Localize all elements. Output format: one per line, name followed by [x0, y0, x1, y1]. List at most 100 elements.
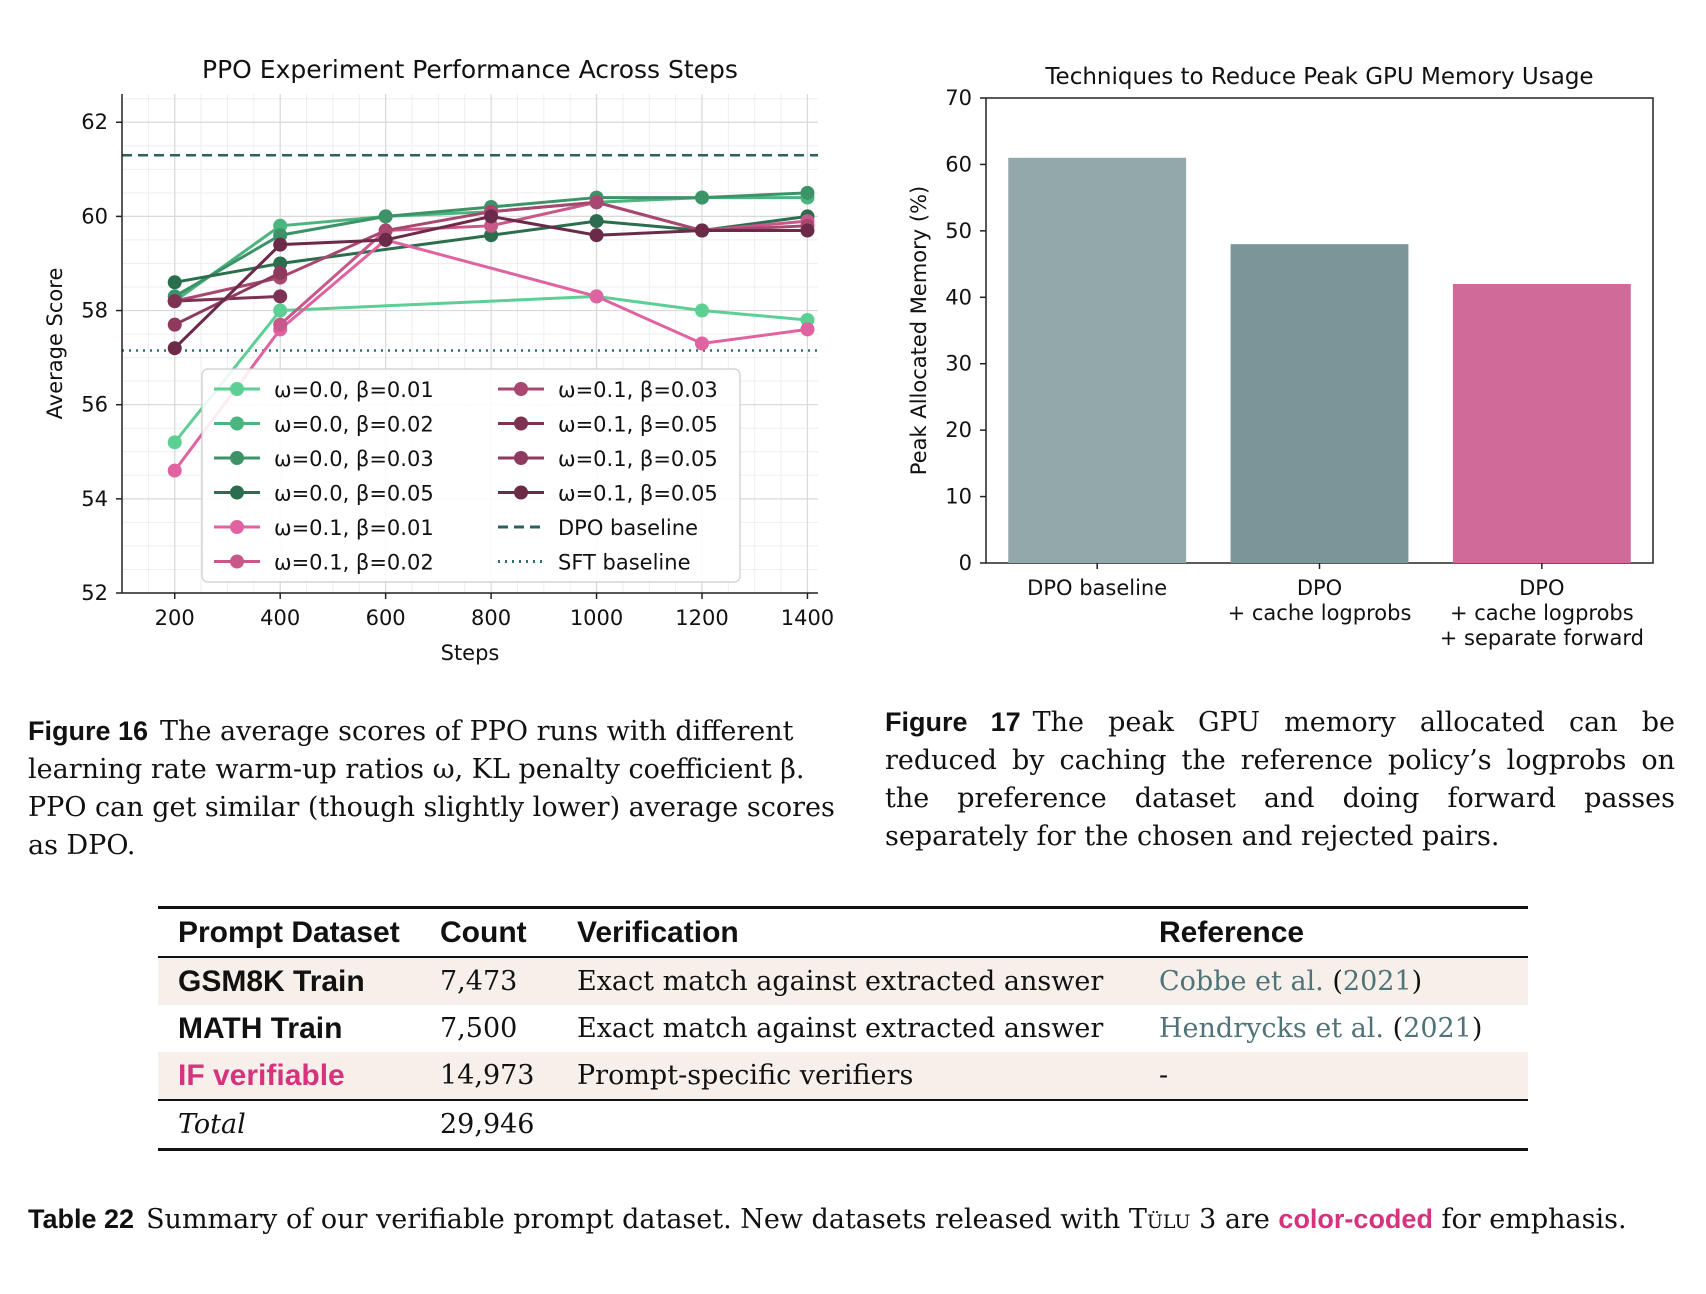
total-count: 29,946: [440, 1109, 535, 1140]
y-tick-label: 60: [945, 152, 972, 176]
y-tick-label: 70: [945, 86, 972, 110]
legend-label: ω=0.1, β=0.05: [558, 447, 718, 471]
legend-marker: [230, 520, 244, 534]
legend-label: ω=0.1, β=0.05: [558, 413, 718, 437]
table-row: GSM8K Train 7,473 Exact match against ex…: [158, 958, 1528, 1005]
y-tick-label: 50: [945, 219, 972, 243]
dataset-name: MATH Train: [178, 1011, 343, 1045]
data-point: [589, 289, 604, 304]
legend-marker: [514, 451, 528, 465]
reference-link[interactable]: Cobbe et al.: [1159, 966, 1324, 997]
y-axis-label: Peak Allocated Memory (%): [907, 186, 931, 475]
dataset-name-new: IF verifiable: [178, 1058, 345, 1092]
x-tick-label: 1400: [781, 606, 834, 630]
legend-label: ω=0.0, β=0.01: [274, 378, 434, 402]
legend-label: ω=0.1, β=0.05: [558, 482, 718, 506]
y-tick-label: 62: [81, 110, 108, 134]
bar: [1008, 157, 1187, 564]
y-tick-label: 40: [945, 285, 972, 309]
legend-marker: [230, 382, 244, 396]
legend-label: ω=0.0, β=0.02: [274, 413, 434, 437]
data-point: [695, 336, 709, 351]
figure-16-label: Figure 16: [28, 716, 149, 746]
dataset-reference: -: [1159, 1060, 1169, 1091]
data-point: [378, 232, 393, 247]
data-point: [589, 195, 604, 210]
legend-label: ω=0.0, β=0.05: [274, 482, 434, 506]
data-point: [800, 185, 815, 200]
y-tick-label: 52: [81, 581, 108, 605]
dataset-reference: Hendrycks et al. (2021): [1159, 1013, 1483, 1044]
tulu-name: Tülu: [1128, 1204, 1191, 1235]
dataset-count: 7,473: [440, 966, 518, 997]
legend-label: ω=0.1, β=0.01: [274, 516, 434, 540]
y-tick-label: 56: [81, 393, 108, 417]
legend-marker: [230, 554, 244, 569]
chart-legend: ω=0.0, β=0.01 ω=0.0, β=0.02 ω=0.0, β=0.03 ω…: [201, 368, 741, 583]
dataset-name: GSM8K Train: [178, 964, 365, 998]
y-tick-label: 10: [945, 485, 972, 509]
table-top-rule: [158, 906, 1528, 909]
table-row: MATH Train 7,500 Exact match against ext…: [158, 1005, 1528, 1052]
series-line: [174, 271, 281, 327]
verifiable-prompt-table: Prompt Dataset Count Verification Refere…: [158, 906, 1528, 1151]
y-tick-label: 0: [959, 551, 972, 575]
data-point: [167, 435, 182, 450]
legend-label: ω=0.1, β=0.03: [558, 378, 718, 402]
data-point: [167, 294, 182, 309]
table-total-row: Total 29,946: [158, 1101, 1528, 1148]
figure-17-caption: Figure 17 The peak GPU memory allocated c…: [885, 703, 1675, 856]
dataset-verification: Exact match against extracted answer: [577, 966, 1104, 997]
y-tick-label: 20: [945, 418, 972, 442]
chart-title: PPO Experiment Performance Across Steps: [202, 55, 738, 84]
legend-marker: [514, 382, 528, 396]
reference-year-link[interactable]: 2021: [1342, 966, 1412, 997]
x-axis-label: Steps: [441, 641, 500, 665]
figure-16-caption: Figure 16 The average scores of PPO runs …: [28, 712, 838, 865]
x-tick-label: DPO + cache logprobs + separate forward: [1440, 576, 1644, 650]
figure-17-label: Figure 17: [885, 707, 1021, 737]
figure-17-text: The peak GPU memory allocated can be red…: [885, 707, 1676, 852]
legend-marker: [230, 416, 244, 431]
y-tick-label: 54: [81, 487, 108, 511]
data-point: [800, 223, 815, 238]
y-axis-label: Average Score: [43, 268, 67, 420]
x-tick-label: 800: [471, 606, 511, 630]
chart-title: Techniques to Reduce Peak GPU Memory Usa…: [1044, 64, 1593, 90]
series-line: [173, 238, 808, 472]
table-22-text-after: for emphasis.: [1432, 1204, 1627, 1235]
header-count: Count: [440, 915, 527, 949]
data-point: [589, 214, 604, 229]
data-point: [273, 303, 288, 318]
legend-label: DPO baseline: [558, 516, 698, 540]
legend-marker: [514, 485, 528, 500]
data-point: [800, 322, 815, 337]
legend-marker: [230, 485, 244, 500]
legend-label: SFT baseline: [558, 551, 691, 575]
table-header-row: Prompt Dataset Count Verification Refere…: [158, 909, 1528, 956]
header-reference: Reference: [1159, 915, 1305, 949]
data-point: [273, 289, 288, 304]
x-tick-label: DPO + cache logprobs: [1228, 576, 1412, 625]
legend-label: ω=0.0, β=0.03: [274, 447, 434, 471]
total-label: Total: [178, 1109, 246, 1140]
bar: [1452, 284, 1631, 563]
legend-marker: [514, 416, 528, 431]
reference-year-link[interactable]: 2021: [1403, 1013, 1472, 1044]
color-coded-term: color-coded: [1278, 1204, 1433, 1234]
x-tick-label: 200: [155, 606, 195, 630]
table-22-text-middle: 3 are: [1190, 1204, 1279, 1235]
y-tick-label: 58: [81, 299, 108, 323]
bar: [1230, 244, 1409, 563]
legend-marker: [230, 451, 244, 465]
x-tick-label: 600: [366, 606, 406, 630]
data-point: [167, 317, 182, 332]
reference-link[interactable]: Hendrycks et al.: [1159, 1013, 1385, 1044]
table-header-rule: [158, 956, 1528, 958]
dataset-verification: Prompt-specific verifiers: [577, 1060, 914, 1091]
table-22-caption: Table 22 Summary of our verifiable prompt…: [28, 1200, 1678, 1239]
data-point: [273, 265, 288, 280]
data-point: [589, 228, 604, 243]
data-point: [273, 317, 288, 332]
dataset-count: 14,973: [440, 1060, 535, 1091]
